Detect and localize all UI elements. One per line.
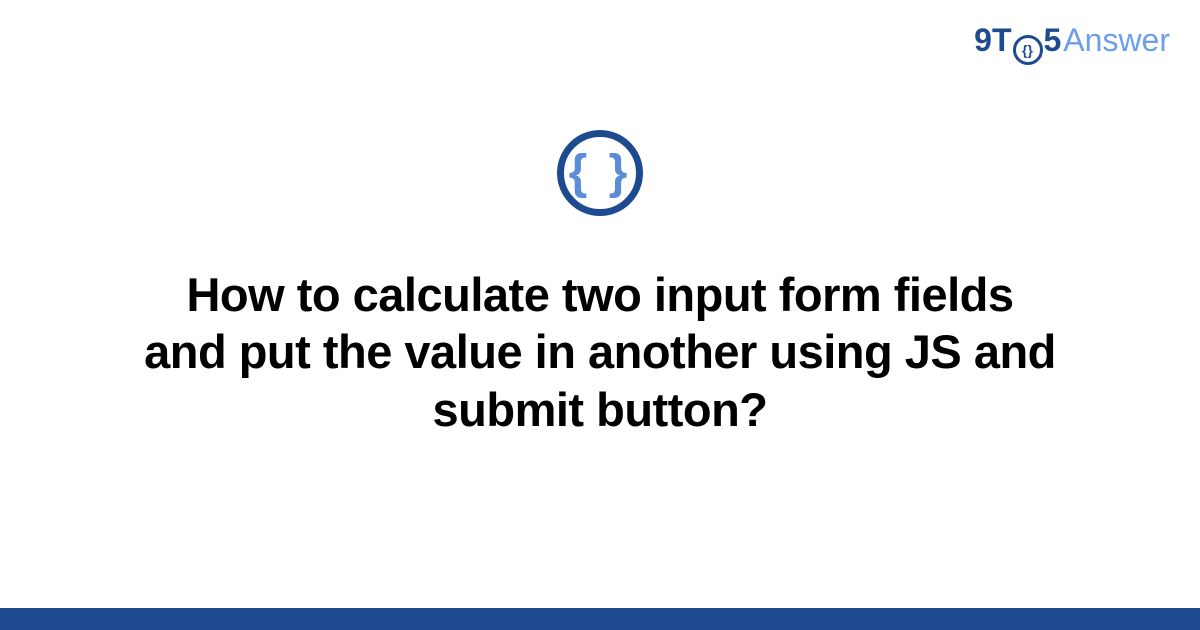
braces-glyph: { } [569, 149, 632, 197]
logo-o-icon: {} [1013, 35, 1043, 65]
content-area: { } How to calculate two input form fiel… [0, 130, 1200, 438]
bottom-accent-bar [0, 608, 1200, 630]
logo-answer: Answer [1063, 22, 1170, 59]
site-logo: 9 T {} 5 Answer [974, 22, 1170, 61]
logo-o-braces: {} [1022, 43, 1033, 57]
logo-t: T [992, 22, 1012, 59]
logo-nine: 9 [974, 22, 992, 59]
logo-text: 9 T {} 5 Answer [974, 22, 1170, 61]
code-braces-icon: { } [557, 130, 643, 216]
logo-five: 5 [1044, 22, 1062, 59]
question-title: How to calculate two input form fields a… [140, 266, 1060, 438]
